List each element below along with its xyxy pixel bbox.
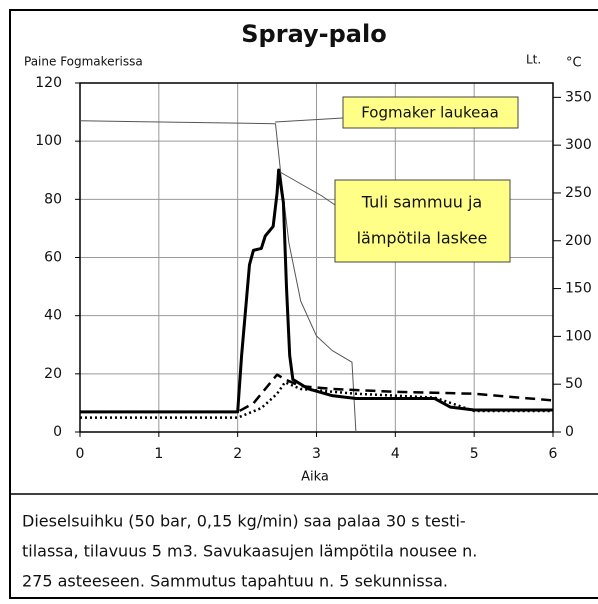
y-tick-label: 60: [44, 250, 62, 266]
y2-tick-label: 100: [565, 328, 592, 344]
caption-line: Dieselsuihku (50 bar, 0,15 kg/min) saa p…: [22, 512, 466, 531]
caption-line: 275 asteeseen. Sammutus tapahtuu n. 5 se…: [22, 572, 448, 591]
line-series: [79, 120, 357, 433]
y-tick-label: 80: [44, 191, 62, 207]
line-series: [80, 373, 554, 414]
y-tick-label: 100: [35, 133, 62, 149]
y2-tick-label: 300: [565, 137, 592, 153]
annotation-box: [334, 179, 511, 263]
x-tick-label: 6: [549, 446, 558, 462]
y2-tick-label: 150: [565, 281, 592, 297]
y2-tick-label: 50: [565, 376, 583, 392]
caption-line: tilassa, tilavuus 5 m3. Savukaasujen läm…: [22, 542, 477, 561]
plot-border: [79, 82, 554, 433]
y2-tick-label: 0: [565, 424, 574, 440]
annotation: Fogmaker laukeaa: [361, 104, 499, 122]
y-tick-label: 0: [53, 424, 62, 440]
y2-unit: °C: [566, 56, 582, 71]
x-axis-label: Aika: [301, 470, 329, 485]
leader-line: [274, 117, 344, 123]
line-series: [80, 381, 553, 419]
y-tick-label: 120: [35, 75, 62, 91]
line-series: [80, 168, 553, 414]
y2-tick-label: 250: [565, 185, 592, 201]
y2-tick-label: 350: [565, 89, 592, 105]
annotation: lämpötila laskee: [357, 229, 488, 248]
y-axis-label: Paine Fogmakerissa: [24, 55, 143, 69]
annotation-box: [342, 96, 519, 129]
x-tick-label: 4: [391, 446, 400, 462]
x-tick-label: 3: [312, 446, 321, 462]
x-tick-label: 5: [470, 446, 479, 462]
x-tick-label: 0: [76, 446, 85, 462]
chart-title: Spray-palo: [241, 20, 386, 48]
x-tick-label: 1: [154, 446, 163, 462]
y2-unit: Lt.: [526, 53, 541, 67]
y-tick-label: 20: [44, 366, 62, 382]
y2-tick-label: 200: [565, 233, 592, 249]
x-tick-label: 2: [233, 446, 242, 462]
annotation: Tuli sammuu ja: [361, 193, 482, 212]
leader-line: [279, 171, 336, 206]
y-tick-label: 40: [44, 308, 62, 324]
